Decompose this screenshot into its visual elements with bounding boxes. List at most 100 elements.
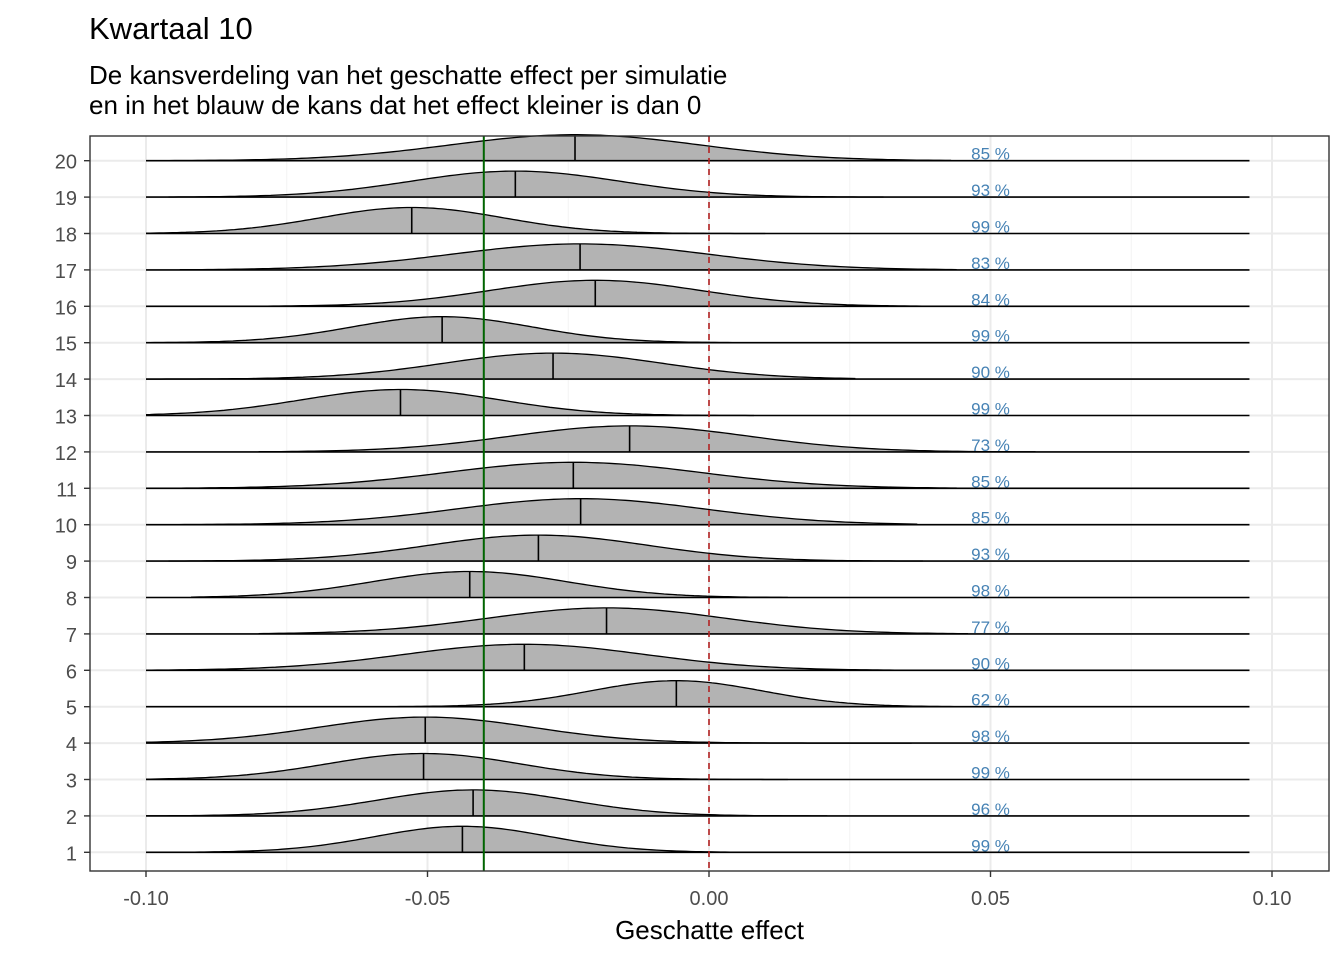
density-area (146, 316, 754, 343)
density-outline (258, 425, 1036, 453)
y-tick-label: 5 (66, 698, 77, 720)
percent-label-sim-5: 62 % (971, 691, 1010, 710)
percent-label-sim-10: 85 % (971, 509, 1010, 528)
ridge-sim-14 (146, 352, 1250, 380)
y-tick-label: 1 (66, 843, 77, 865)
percent-label-sim-19: 93 % (971, 181, 1010, 200)
ridge-sim-19 (146, 170, 1250, 198)
ridge-sim-1 (146, 825, 1250, 854)
density-area (146, 826, 828, 853)
percent-label-sim-2: 96 % (971, 800, 1010, 819)
percent-label-sim-8: 98 % (971, 582, 1010, 601)
y-tick-label: 19 (55, 188, 77, 210)
ridge-sim-7 (146, 607, 1250, 635)
y-tick-label: 11 (56, 479, 77, 501)
y-tick-label: 9 (66, 552, 77, 574)
density-outline (168, 534, 923, 562)
x-tick-label: 0.00 (690, 888, 729, 910)
y-tick-label: 7 (66, 625, 77, 647)
density-outline (146, 352, 856, 380)
percent-label-sim-6: 90 % (971, 654, 1010, 673)
y-tick-label: 10 (55, 516, 77, 538)
ridge-sim-9 (146, 534, 1250, 562)
y-tick-label: 2 (66, 807, 77, 829)
density-area (146, 753, 788, 780)
percent-label-sim-20: 85 % (971, 145, 1010, 164)
y-tick-label: 17 (55, 261, 77, 283)
ridge-sim-6 (146, 643, 1250, 672)
density-area (146, 717, 912, 744)
density-outline (168, 170, 884, 198)
ridge-sim-2 (146, 789, 1250, 817)
percent-label-sim-16: 84 % (971, 290, 1010, 309)
percent-label-sim-4: 98 % (971, 727, 1010, 746)
reference-lines (482, 136, 710, 871)
density-area (146, 644, 935, 671)
density-area (146, 207, 766, 234)
chart-subtitle: De kansverdeling van het geschatte effec… (89, 60, 727, 120)
density-outline (146, 498, 918, 526)
density-outline (190, 570, 788, 599)
ridge-sim-10 (146, 498, 1250, 526)
ridge-sim-15 (146, 316, 1250, 344)
y-tick-label: 15 (55, 334, 77, 356)
density-outline (179, 243, 957, 271)
density-ridges (145, 134, 1250, 854)
y-tick-label: 16 (55, 297, 77, 319)
y-tick-label: 12 (55, 443, 77, 465)
y-tick-label: 4 (66, 734, 77, 756)
density-area (258, 607, 969, 634)
x-tick-label: 0.10 (1253, 888, 1292, 910)
percent-label-sim-12: 73 % (971, 436, 1010, 455)
percent-labels: 99 % 96 % 99 % 98 % 62 % 90 % 77 % 98 % 93 % 85 %… (971, 145, 1010, 856)
density-area (146, 389, 754, 416)
density-area (388, 680, 963, 707)
x-tick-label: -0.10 (123, 888, 169, 910)
percent-label-sim-17: 83 % (971, 254, 1010, 273)
density-area (146, 353, 856, 380)
density-outline (258, 607, 969, 635)
percent-label-sim-14: 90 % (971, 363, 1010, 382)
percent-label-sim-3: 99 % (971, 764, 1010, 783)
y-tick-label: 18 (55, 225, 77, 247)
chart-title: Kwartaal 10 (89, 11, 253, 46)
y-tick-label: 14 (55, 370, 77, 392)
percent-label-sim-15: 99 % (971, 327, 1010, 346)
percent-label-sim-11: 85 % (971, 472, 1010, 491)
x-tick-label: 0.05 (971, 888, 1010, 910)
percent-label-sim-13: 99 % (971, 400, 1010, 419)
percent-label-sim-7: 77 % (971, 618, 1010, 637)
percent-label-sim-1: 99 % (971, 836, 1010, 855)
density-outline (146, 643, 935, 671)
ridge-sim-17 (146, 243, 1250, 271)
y-tick-label: 13 (55, 407, 77, 429)
percent-label-sim-9: 93 % (971, 545, 1010, 564)
density-outline (146, 461, 957, 489)
ridge-sim-3 (146, 752, 1250, 781)
x-axis-title: Geschatte effect (615, 915, 805, 945)
y-tick-label: 3 (66, 771, 77, 793)
subtitle-line-1: De kansverdeling van het geschatte effec… (89, 60, 728, 90)
density-outline (146, 789, 828, 817)
density-area (191, 571, 788, 598)
ridge-sim-13 (145, 388, 1250, 417)
y-tick-label: 6 (66, 661, 77, 683)
density-outline (146, 316, 754, 344)
percent-label-sim-18: 99 % (971, 218, 1010, 237)
ridge-sim-12 (146, 425, 1250, 453)
density-area (146, 134, 952, 161)
density-area (168, 171, 884, 198)
ridge-sim-11 (146, 461, 1250, 490)
density-area (146, 498, 918, 525)
ridge-sim-4 (145, 716, 1250, 744)
x-tick-label: -0.05 (405, 888, 451, 910)
x-axis: -0.10 -0.05 0.00 0.05 0.10 (123, 871, 1291, 910)
ridge-sim-5 (146, 680, 1250, 708)
ridge-sim-8 (146, 570, 1250, 599)
density-area (146, 462, 957, 489)
y-tick-label: 20 (55, 152, 77, 174)
ridge-sim-18 (146, 206, 1250, 235)
ridge-sim-20 (146, 134, 1250, 162)
